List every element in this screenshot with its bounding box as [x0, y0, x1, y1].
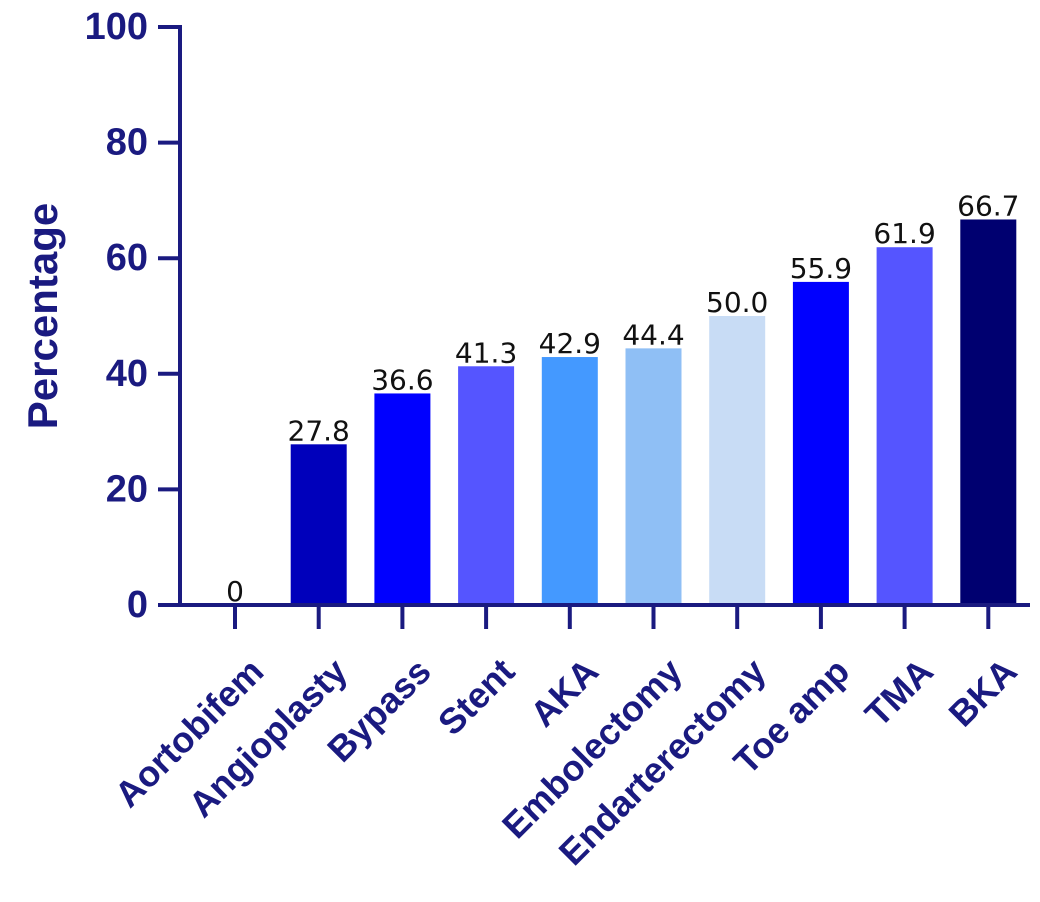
data-label: 27.8 [288, 414, 350, 447]
y-tick-label: 100 [85, 6, 148, 48]
y-axis: 0 20 40 60 80 100 [85, 6, 182, 626]
y-axis-label: Percentage [19, 203, 66, 429]
bar [290, 444, 347, 605]
bar [458, 366, 515, 605]
y-tick-label: 80 [106, 122, 148, 164]
bars-group [290, 219, 1017, 605]
data-label: 55.9 [790, 252, 852, 285]
data-label: 41.3 [455, 336, 517, 369]
data-label: 50.0 [706, 286, 768, 319]
data-labels-group: 0 27.8 36.6 41.3 42.9 44.4 50.0 55.9 61.9 66.7 [226, 189, 1019, 608]
x-tick-label: TMA [857, 650, 941, 734]
data-label: 36.6 [371, 363, 433, 396]
x-tick-label: Stent [430, 650, 523, 743]
y-tick-label: 60 [106, 237, 148, 279]
data-label: 66.7 [957, 189, 1019, 222]
data-label: 61.9 [873, 217, 935, 250]
data-label: 42.9 [539, 327, 601, 360]
x-tick-label: BKA [940, 650, 1024, 734]
bar [792, 281, 849, 605]
y-tick-label: 20 [106, 468, 148, 510]
data-label: 44.4 [622, 318, 684, 351]
bar [374, 393, 431, 605]
y-tick-label: 40 [106, 353, 148, 395]
y-tick-label: 0 [127, 584, 148, 626]
bar [625, 348, 682, 605]
data-label: 0 [226, 575, 244, 608]
bar [876, 247, 933, 605]
bar [709, 316, 766, 605]
bar [541, 357, 598, 605]
bar [960, 219, 1017, 605]
